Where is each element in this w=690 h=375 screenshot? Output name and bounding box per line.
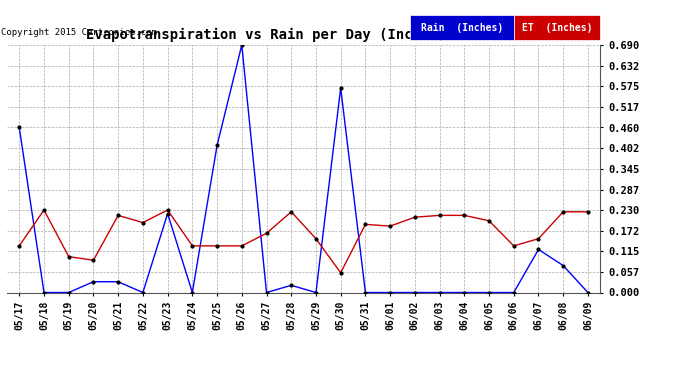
Title: Evapotranspiration vs Rain per Day (Inches) 20150610: Evapotranspiration vs Rain per Day (Inch… [86,28,522,42]
Text: Copyright 2015 Cartronics.com: Copyright 2015 Cartronics.com [1,28,157,37]
Text: ET  (Inches): ET (Inches) [522,22,593,33]
FancyBboxPatch shape [411,15,514,40]
Text: Rain  (Inches): Rain (Inches) [421,22,504,33]
FancyBboxPatch shape [514,15,600,40]
